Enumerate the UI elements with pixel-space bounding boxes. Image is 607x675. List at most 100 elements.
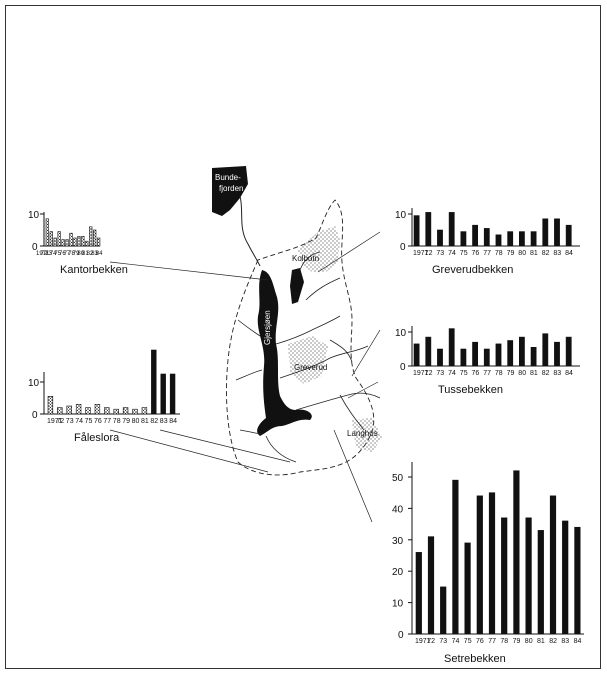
bar-80	[518, 231, 525, 247]
bar-84	[565, 224, 572, 247]
bar-84	[565, 336, 572, 367]
x-tick-label: 80	[518, 370, 526, 377]
x-tick-label: 1971	[413, 370, 429, 377]
bar-72	[49, 231, 53, 247]
x-tick-label: 82	[542, 370, 550, 377]
map-label-gjersjoen: Gjersjøen	[263, 310, 272, 345]
x-tick-label: 1971	[36, 251, 50, 257]
bar-82	[542, 218, 549, 247]
x-tick-label: 75	[460, 370, 468, 377]
bar-81	[530, 346, 537, 367]
x-tick-label: 73	[436, 250, 444, 257]
x-tick-label: 75	[464, 638, 472, 645]
x-tick-label: 76	[94, 418, 102, 425]
bar-79	[513, 470, 520, 635]
bar-1971	[413, 215, 420, 247]
x-tick-label: 82	[87, 251, 94, 257]
x-tick-label: 73	[45, 251, 52, 257]
x-tick-label: 1971	[47, 418, 63, 425]
x-tick-label: 77	[483, 250, 491, 257]
bar-77	[483, 348, 490, 367]
y-tick-label: 20	[392, 567, 404, 578]
bar-72	[425, 336, 432, 367]
bar-74	[448, 328, 455, 367]
map-label-greverud: Greverud	[294, 363, 327, 372]
y-tick-label: 0	[400, 242, 406, 253]
bar-81	[537, 530, 544, 635]
x-tick-label: 80	[77, 251, 84, 257]
bar-83	[562, 520, 569, 635]
y-tick-label: 0	[32, 410, 38, 421]
langhus-urban-area	[352, 418, 382, 452]
bar-78	[501, 517, 508, 635]
x-tick-label: 84	[96, 251, 103, 257]
bar-75	[460, 348, 467, 367]
x-tick-label: 74	[448, 370, 456, 377]
bar-76	[472, 341, 478, 367]
bar-83	[93, 229, 97, 247]
x-tick-label: 75	[85, 418, 93, 425]
bar-73	[437, 348, 443, 367]
bar-74	[452, 479, 459, 635]
y-tick-label: 10	[28, 378, 40, 389]
bar-76	[65, 239, 69, 247]
bar-77	[104, 407, 110, 415]
bar-82	[151, 349, 157, 415]
tributary-streams	[235, 251, 381, 463]
x-tick-label: 78	[495, 370, 503, 377]
bar-80	[518, 336, 525, 367]
x-tick-label: 73	[66, 418, 74, 425]
x-tick-label: 74	[75, 418, 83, 425]
x-tick-label: 81	[530, 250, 538, 257]
bar-81	[85, 240, 89, 247]
bar-77	[69, 232, 73, 247]
x-tick-label: 82	[549, 638, 557, 645]
bar-74	[75, 404, 82, 415]
bar-80	[81, 236, 85, 247]
bar-82	[549, 495, 557, 635]
bar-79	[122, 407, 129, 415]
x-tick-label: 79	[507, 250, 515, 257]
x-tick-label: 78	[500, 638, 508, 645]
bar-75	[85, 407, 91, 415]
chart-title: Tussebekken	[438, 384, 503, 396]
bar-73	[66, 405, 72, 415]
chart-title: Fåleslora	[74, 432, 120, 444]
y-tick-label: 10	[395, 210, 407, 221]
x-tick-label: 74	[448, 250, 456, 257]
y-tick-label: 40	[392, 504, 404, 515]
x-tick-label: 78	[68, 251, 75, 257]
bar-80	[525, 517, 532, 635]
chart-title: Greverudbekken	[432, 264, 513, 276]
y-tick-label: 10	[392, 599, 404, 610]
x-tick-label: 72	[425, 370, 433, 377]
x-tick-label: 1971	[415, 638, 431, 645]
bar-76	[476, 495, 483, 635]
map-label-langhus: Langhus	[347, 429, 378, 438]
x-tick-label: 79	[513, 638, 521, 645]
x-tick-label: 77	[103, 418, 111, 425]
x-tick-label: 75	[54, 251, 61, 257]
bar-1971	[415, 552, 422, 635]
x-tick-label: 75	[460, 250, 468, 257]
bar-76	[94, 404, 101, 415]
map-label-bundefjorden-2: fjorden	[219, 184, 243, 193]
x-tick-label: 76	[59, 251, 66, 257]
bar-84	[574, 526, 581, 635]
bar-76	[472, 224, 478, 247]
bar-84	[169, 373, 176, 415]
x-tick-label: 74	[452, 638, 460, 645]
bar-83	[554, 218, 560, 247]
bar-81	[530, 231, 537, 247]
kolbotn-urban-area	[298, 226, 340, 272]
bar-79	[507, 231, 514, 247]
bar-77	[488, 492, 496, 635]
x-tick-label: 73	[436, 370, 444, 377]
bar-74	[57, 231, 61, 247]
figure-frame	[5, 5, 601, 669]
x-tick-label: 1971	[413, 250, 429, 257]
kolbotn-lake	[290, 268, 304, 304]
